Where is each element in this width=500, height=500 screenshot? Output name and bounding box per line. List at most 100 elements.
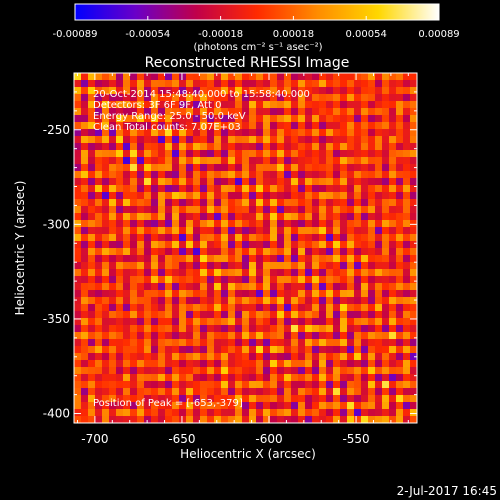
heatmap-cell [256, 283, 263, 290]
heatmap-cell [347, 101, 354, 108]
heatmap-cell [102, 402, 109, 409]
heatmap-cell [200, 101, 207, 108]
heatmap-cell [326, 360, 333, 367]
heatmap-cell [214, 87, 221, 94]
heatmap-cell [95, 402, 102, 409]
heatmap-cell [361, 164, 368, 171]
heatmap-cell [305, 185, 312, 192]
heatmap-cell [270, 227, 277, 234]
heatmap-cell [137, 192, 144, 199]
heatmap-cell [340, 402, 347, 409]
heatmap-cell [74, 325, 81, 332]
heatmap-cell [284, 178, 291, 185]
heatmap-cell [368, 157, 375, 164]
heatmap-cell [382, 395, 389, 402]
heatmap-cell [137, 157, 144, 164]
heatmap-cell [256, 164, 263, 171]
heatmap-cell [277, 101, 284, 108]
heatmap-cell [410, 374, 417, 381]
heatmap-cell [109, 311, 116, 318]
heatmap-cell [354, 227, 361, 234]
heatmap-cell [186, 325, 193, 332]
heatmap-cell [361, 255, 368, 262]
heatmap-cell [200, 388, 207, 395]
heatmap-cell [410, 332, 417, 339]
colorbar-tick-label: -0.00018 [198, 29, 243, 40]
heatmap-cell [347, 339, 354, 346]
heatmap-cell [242, 143, 249, 150]
heatmap-cell [200, 269, 207, 276]
heatmap-cell [389, 339, 396, 346]
heatmap-cell [312, 276, 319, 283]
heatmap-cell [361, 388, 368, 395]
heatmap-cell [333, 248, 340, 255]
heatmap-cell [277, 325, 284, 332]
heatmap-cell [74, 276, 81, 283]
heatmap-cell [116, 311, 123, 318]
heatmap-cell [396, 290, 403, 297]
heatmap-cell [81, 241, 88, 248]
heatmap-cell [277, 332, 284, 339]
heatmap-cell [305, 73, 312, 80]
heatmap-cell [200, 374, 207, 381]
heatmap-cell [151, 332, 158, 339]
heatmap-cell [158, 374, 165, 381]
heatmap-cell [193, 248, 200, 255]
heatmap-cell [200, 318, 207, 325]
heatmap-cell [130, 367, 137, 374]
heatmap-cell [389, 115, 396, 122]
heatmap-cell [333, 178, 340, 185]
heatmap-cell [326, 304, 333, 311]
heatmap-cell [298, 409, 305, 416]
heatmap-cell [200, 206, 207, 213]
heatmap-cell [137, 360, 144, 367]
heatmap-cell [200, 94, 207, 101]
heatmap-cell [347, 178, 354, 185]
heatmap-cell [249, 374, 256, 381]
heatmap-cell [228, 185, 235, 192]
heatmap-cell [242, 171, 249, 178]
heatmap-cell [193, 346, 200, 353]
heatmap-cell [221, 332, 228, 339]
heatmap-cell [347, 73, 354, 80]
heatmap-cell [277, 409, 284, 416]
heatmap-cell [193, 374, 200, 381]
heatmap-cell [403, 304, 410, 311]
heatmap-cell [305, 304, 312, 311]
heatmap-cell [109, 213, 116, 220]
heatmap-cell [291, 157, 298, 164]
heatmap-cell [116, 395, 123, 402]
heatmap-cell [74, 248, 81, 255]
heatmap-cell [249, 311, 256, 318]
heatmap-cell [410, 388, 417, 395]
heatmap-cell [277, 346, 284, 353]
heatmap-cell [88, 311, 95, 318]
heatmap-cell [81, 332, 88, 339]
heatmap-cell [263, 227, 270, 234]
heatmap-cell [95, 374, 102, 381]
heatmap-cell [396, 255, 403, 262]
heatmap-cell [249, 157, 256, 164]
heatmap-cell [382, 297, 389, 304]
heatmap-cell [333, 346, 340, 353]
heatmap-cell [284, 416, 291, 423]
heatmap-cell [410, 395, 417, 402]
heatmap-cell [172, 269, 179, 276]
heatmap-cell [130, 143, 137, 150]
heatmap-cell [305, 262, 312, 269]
heatmap-cell [368, 304, 375, 311]
heatmap-cell [102, 276, 109, 283]
heatmap-cell [228, 143, 235, 150]
heatmap-cell [312, 94, 319, 101]
heatmap-cell [109, 192, 116, 199]
heatmap-cell [305, 416, 312, 423]
heatmap-cell [347, 276, 354, 283]
heatmap-cell [368, 234, 375, 241]
heatmap-cell [200, 325, 207, 332]
heatmap-cell [375, 199, 382, 206]
heatmap-cell [375, 388, 382, 395]
heatmap-cell [221, 290, 228, 297]
heatmap-cell [109, 101, 116, 108]
heatmap-cell [228, 339, 235, 346]
heatmap-cell [361, 318, 368, 325]
